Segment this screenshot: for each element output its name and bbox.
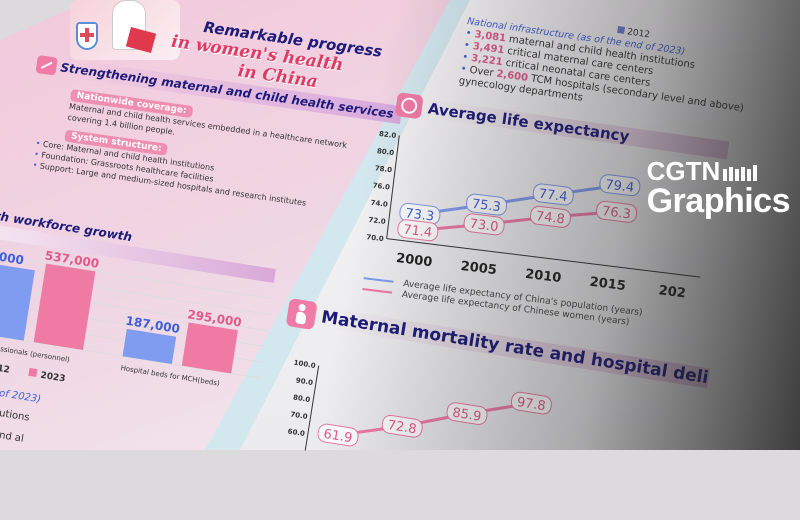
data-label: 97.8 — [516, 395, 547, 414]
y-tick-label: 74.0 — [370, 199, 388, 209]
bar — [181, 322, 238, 374]
data-label: 85.9 — [451, 405, 482, 424]
y-tick-label: 82.0 — [379, 130, 397, 140]
series-line — [417, 210, 617, 232]
y-tick-label: 78.0 — [374, 164, 392, 174]
legend-swatch — [28, 367, 38, 377]
legend-line — [363, 277, 394, 283]
y-tick-label: 90.0 — [295, 376, 313, 387]
y-tick-label: 72.0 — [368, 216, 386, 226]
y-tick-label: 60.0 — [287, 427, 305, 438]
data-label: 61.9 — [322, 427, 353, 446]
bar-value-label: 000 — [0, 250, 25, 268]
legend-line — [362, 288, 393, 294]
trend-arrow-icon — [35, 55, 58, 76]
legend-label: 2023 — [40, 371, 66, 385]
x-tick-label: 2000 — [395, 251, 433, 270]
x-tick-label: 2010 — [524, 267, 562, 286]
clock-icon — [394, 92, 424, 120]
y-tick-label: 100.0 — [293, 359, 316, 370]
y-tick-label: 70.0 — [290, 410, 308, 421]
shield-icon — [76, 22, 98, 50]
x-tick-label: 2015 — [589, 275, 627, 294]
data-label: 72.8 — [387, 418, 418, 437]
bar — [0, 262, 35, 341]
y-tick-label: 80.0 — [292, 393, 310, 404]
pregnant-woman-icon — [285, 298, 318, 331]
logo-cgtn: CGTN — [646, 156, 721, 186]
y-tick-label: 70.0 — [366, 233, 384, 243]
cgtn-graphics-logo: CGTN Graphics — [646, 156, 791, 220]
bar — [33, 263, 96, 350]
x-tick-label: 2005 — [460, 259, 498, 278]
x-tick-label: 202 — [658, 283, 687, 301]
logo-graphics: Graphics — [646, 182, 791, 220]
bar-chart-icon — [723, 161, 758, 181]
legend-label: 012 — [0, 363, 10, 376]
y-tick-label: 80.0 — [376, 147, 394, 157]
doctor-illustration — [70, 0, 180, 60]
y-tick-label: 76.0 — [372, 182, 390, 192]
